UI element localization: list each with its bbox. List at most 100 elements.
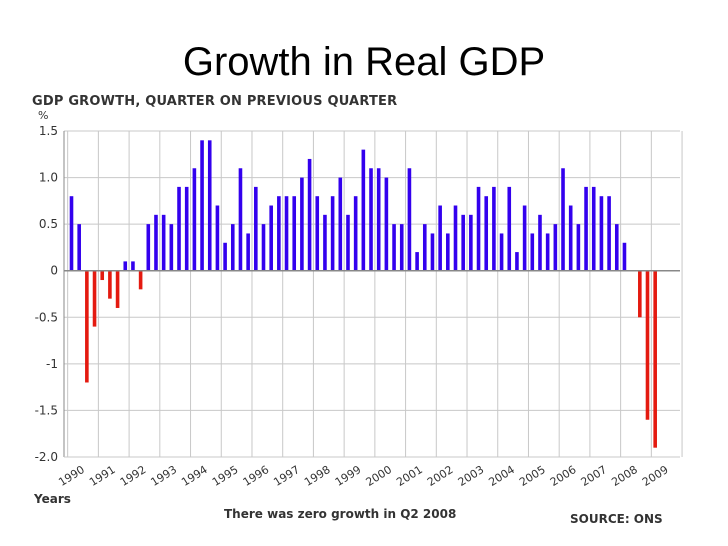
x-year-label: 1990 — [56, 463, 87, 489]
gdp-bar — [407, 168, 412, 271]
gdp-bar — [484, 196, 489, 271]
gdp-bar — [476, 186, 481, 271]
gdp-bar — [154, 214, 158, 271]
gdp-bar — [300, 177, 304, 271]
gdp-bar — [469, 214, 473, 271]
gdp-bar — [530, 233, 535, 271]
gdp-bar — [108, 270, 112, 299]
gdp-bar — [323, 214, 327, 271]
gdp-bar — [553, 224, 558, 271]
gdp-bar — [200, 140, 204, 271]
gdp-bar — [399, 224, 404, 271]
gdp-bar — [430, 233, 435, 271]
gdp-bar — [522, 205, 527, 271]
gdp-bar — [100, 270, 105, 281]
gdp-bar — [284, 196, 289, 271]
bars — [69, 140, 657, 448]
x-year-label: 2006 — [548, 463, 579, 489]
x-year-label: 2002 — [425, 463, 456, 489]
x-year-label: 1991 — [87, 463, 118, 489]
y-tick-label: -0.5 — [35, 310, 58, 324]
gdp-bar — [453, 205, 458, 271]
axes — [63, 131, 680, 458]
gdp-bar — [315, 196, 320, 271]
gdp-bar — [568, 205, 573, 271]
gdp-bar — [446, 233, 450, 271]
slide-title: Growth in Real GDP — [182, 40, 546, 84]
gdp-bar — [607, 196, 611, 271]
y-tick-label: 1.0 — [39, 171, 58, 185]
gdp-bar — [269, 205, 273, 271]
x-axis-year-labels: 1990 1991 1992 1993 1994 1995 1996 1997 1998 1999… — [56, 463, 670, 489]
x-year-label: 1997 — [271, 463, 302, 489]
gdp-bar — [499, 233, 504, 271]
chart-source: SOURCE: ONS — [570, 512, 663, 526]
gdp-bar — [584, 186, 588, 271]
gdp-bar — [92, 270, 97, 327]
gdp-bar — [515, 252, 519, 271]
x-year-label: 1995 — [210, 463, 241, 489]
y-tick-label: -2.0 — [35, 450, 58, 464]
x-year-label: 2001 — [394, 463, 425, 489]
gdp-bar — [461, 214, 465, 271]
gdp-bar — [422, 224, 427, 271]
gdp-bar — [376, 168, 381, 271]
x-year-label: 2008 — [609, 463, 640, 489]
gdp-bar — [622, 242, 627, 271]
x-year-label: 1994 — [179, 463, 210, 489]
chart-title: GDP GROWTH, QUARTER ON PREVIOUS QUARTER — [32, 94, 398, 109]
gdp-bar — [638, 270, 642, 318]
gdp-bar — [507, 186, 512, 271]
y-tick-label: -1 — [46, 357, 58, 371]
gdp-bar — [561, 168, 565, 271]
x-year-label: 2005 — [517, 463, 548, 489]
y-axis-unit: % — [38, 109, 49, 122]
x-year-label: 1993 — [148, 463, 179, 489]
gdp-bar — [207, 140, 212, 271]
y-tick-label: 1.5 — [39, 124, 58, 138]
x-year-label: 2003 — [456, 463, 487, 489]
gdp-bar — [338, 177, 343, 271]
gdp-bar — [292, 196, 297, 271]
gdp-bar — [169, 224, 174, 271]
chart-annotation: There was zero growth in Q2 2008 — [224, 507, 457, 521]
gdp-bar — [184, 186, 189, 271]
gdp-bar — [438, 205, 442, 271]
gdp-bar — [545, 233, 550, 271]
gdp-bar — [653, 270, 657, 448]
gdp-bar — [246, 233, 250, 271]
gdp-bar — [69, 196, 74, 271]
gdp-bar — [346, 214, 350, 271]
gdp-bar — [254, 186, 258, 271]
gdp-bar — [177, 186, 181, 271]
gdp-bar — [277, 196, 281, 271]
x-year-label: 1996 — [241, 463, 272, 489]
gdp-bar — [614, 224, 619, 271]
gdp-bar — [361, 149, 366, 271]
gdp-bar — [384, 177, 389, 271]
x-year-label: 1999 — [333, 463, 364, 489]
gdp-bar — [192, 168, 197, 271]
gdp-bar — [161, 214, 166, 271]
gdp-bar — [131, 261, 135, 271]
gdp-bar — [223, 242, 227, 271]
y-tick-label: 0.5 — [39, 217, 58, 231]
gdp-bar — [330, 196, 335, 271]
gdp-bar — [415, 252, 419, 271]
gdp-bar — [261, 224, 266, 271]
gdp-bar — [215, 205, 220, 271]
gdp-bar — [599, 196, 604, 271]
gdp-bar — [492, 186, 496, 271]
gdp-bar — [645, 270, 650, 420]
gdp-bar — [392, 224, 396, 271]
x-year-label: 1992 — [118, 463, 149, 489]
gdp-bar — [591, 186, 596, 271]
gdp-bar — [576, 224, 581, 271]
x-year-label: 2000 — [364, 463, 395, 489]
y-tick-label: -1.5 — [35, 403, 58, 417]
gdp-bar — [115, 270, 120, 308]
gdp-bar — [353, 196, 358, 271]
gdp-bar — [123, 261, 128, 271]
x-year-label: 2009 — [640, 463, 671, 489]
